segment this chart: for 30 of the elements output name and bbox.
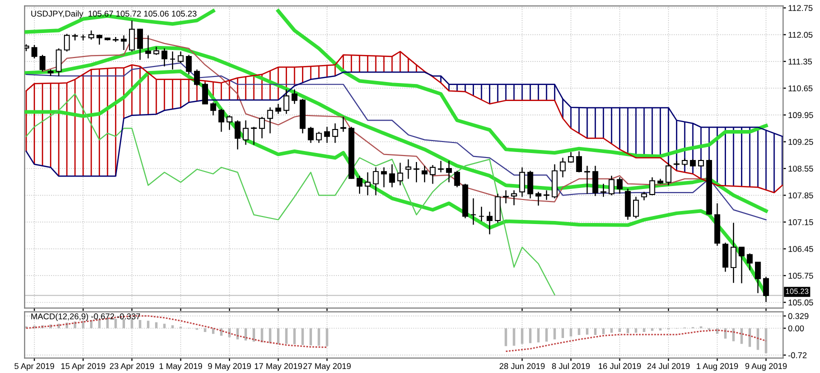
chart-title: MACD(12,26,9) -0.672 -0.337 <box>31 313 140 321</box>
y-tick-label: 0.00 <box>788 325 804 332</box>
x-tick-label: 8 Jul 2019 <box>552 362 590 370</box>
x-tick-label: 24 Jul 2019 <box>647 362 690 370</box>
x-tick-label: 23 Apr 2019 <box>110 363 154 371</box>
x-tick-label: 27 May 2019 <box>303 363 351 371</box>
y-tick-label: 109.95 <box>788 112 814 118</box>
text: USDJPY,Daily 105.67 105.72 105.06 105.23 <box>31 10 196 18</box>
x-tick-label: 5 Apr 2019 <box>14 363 54 371</box>
y-tick-label: 107.85 <box>788 192 814 198</box>
y-tick-label: 0.329 <box>788 313 808 320</box>
y-tick-label: 107.15 <box>788 219 814 226</box>
x-tick-label: 28 Jun 2019 <box>500 363 545 370</box>
y-tick-label: 105.75 <box>788 272 814 279</box>
x-tick-label: 1 May 2019 <box>160 363 202 371</box>
y-tick-label: 106.45 <box>788 246 814 252</box>
y-tick-label: 111.35 <box>788 58 812 65</box>
y-tick-label: 110.65 <box>788 85 812 92</box>
y-tick-label: 108.55 <box>788 166 814 172</box>
y-tick-label: 112.75 <box>788 5 812 11</box>
y-tick-label: 105.05 <box>788 300 814 306</box>
x-tick-label: 15 Apr 2019 <box>61 363 106 371</box>
y-tick-label: 112.05 <box>788 32 812 38</box>
x-tick-label: 16 Jul 2019 <box>598 362 641 370</box>
x-tick-label: 1 Aug 2019 <box>696 363 738 371</box>
y-tick-label: 109.25 <box>788 138 814 145</box>
x-tick-label: 9 Aug 2019 <box>745 363 787 371</box>
x-tick-label: 9 May 2019 <box>208 363 251 371</box>
x-tick-label: 17 May 2019 <box>254 363 302 371</box>
y-tick-label: -0.72 <box>788 352 807 358</box>
